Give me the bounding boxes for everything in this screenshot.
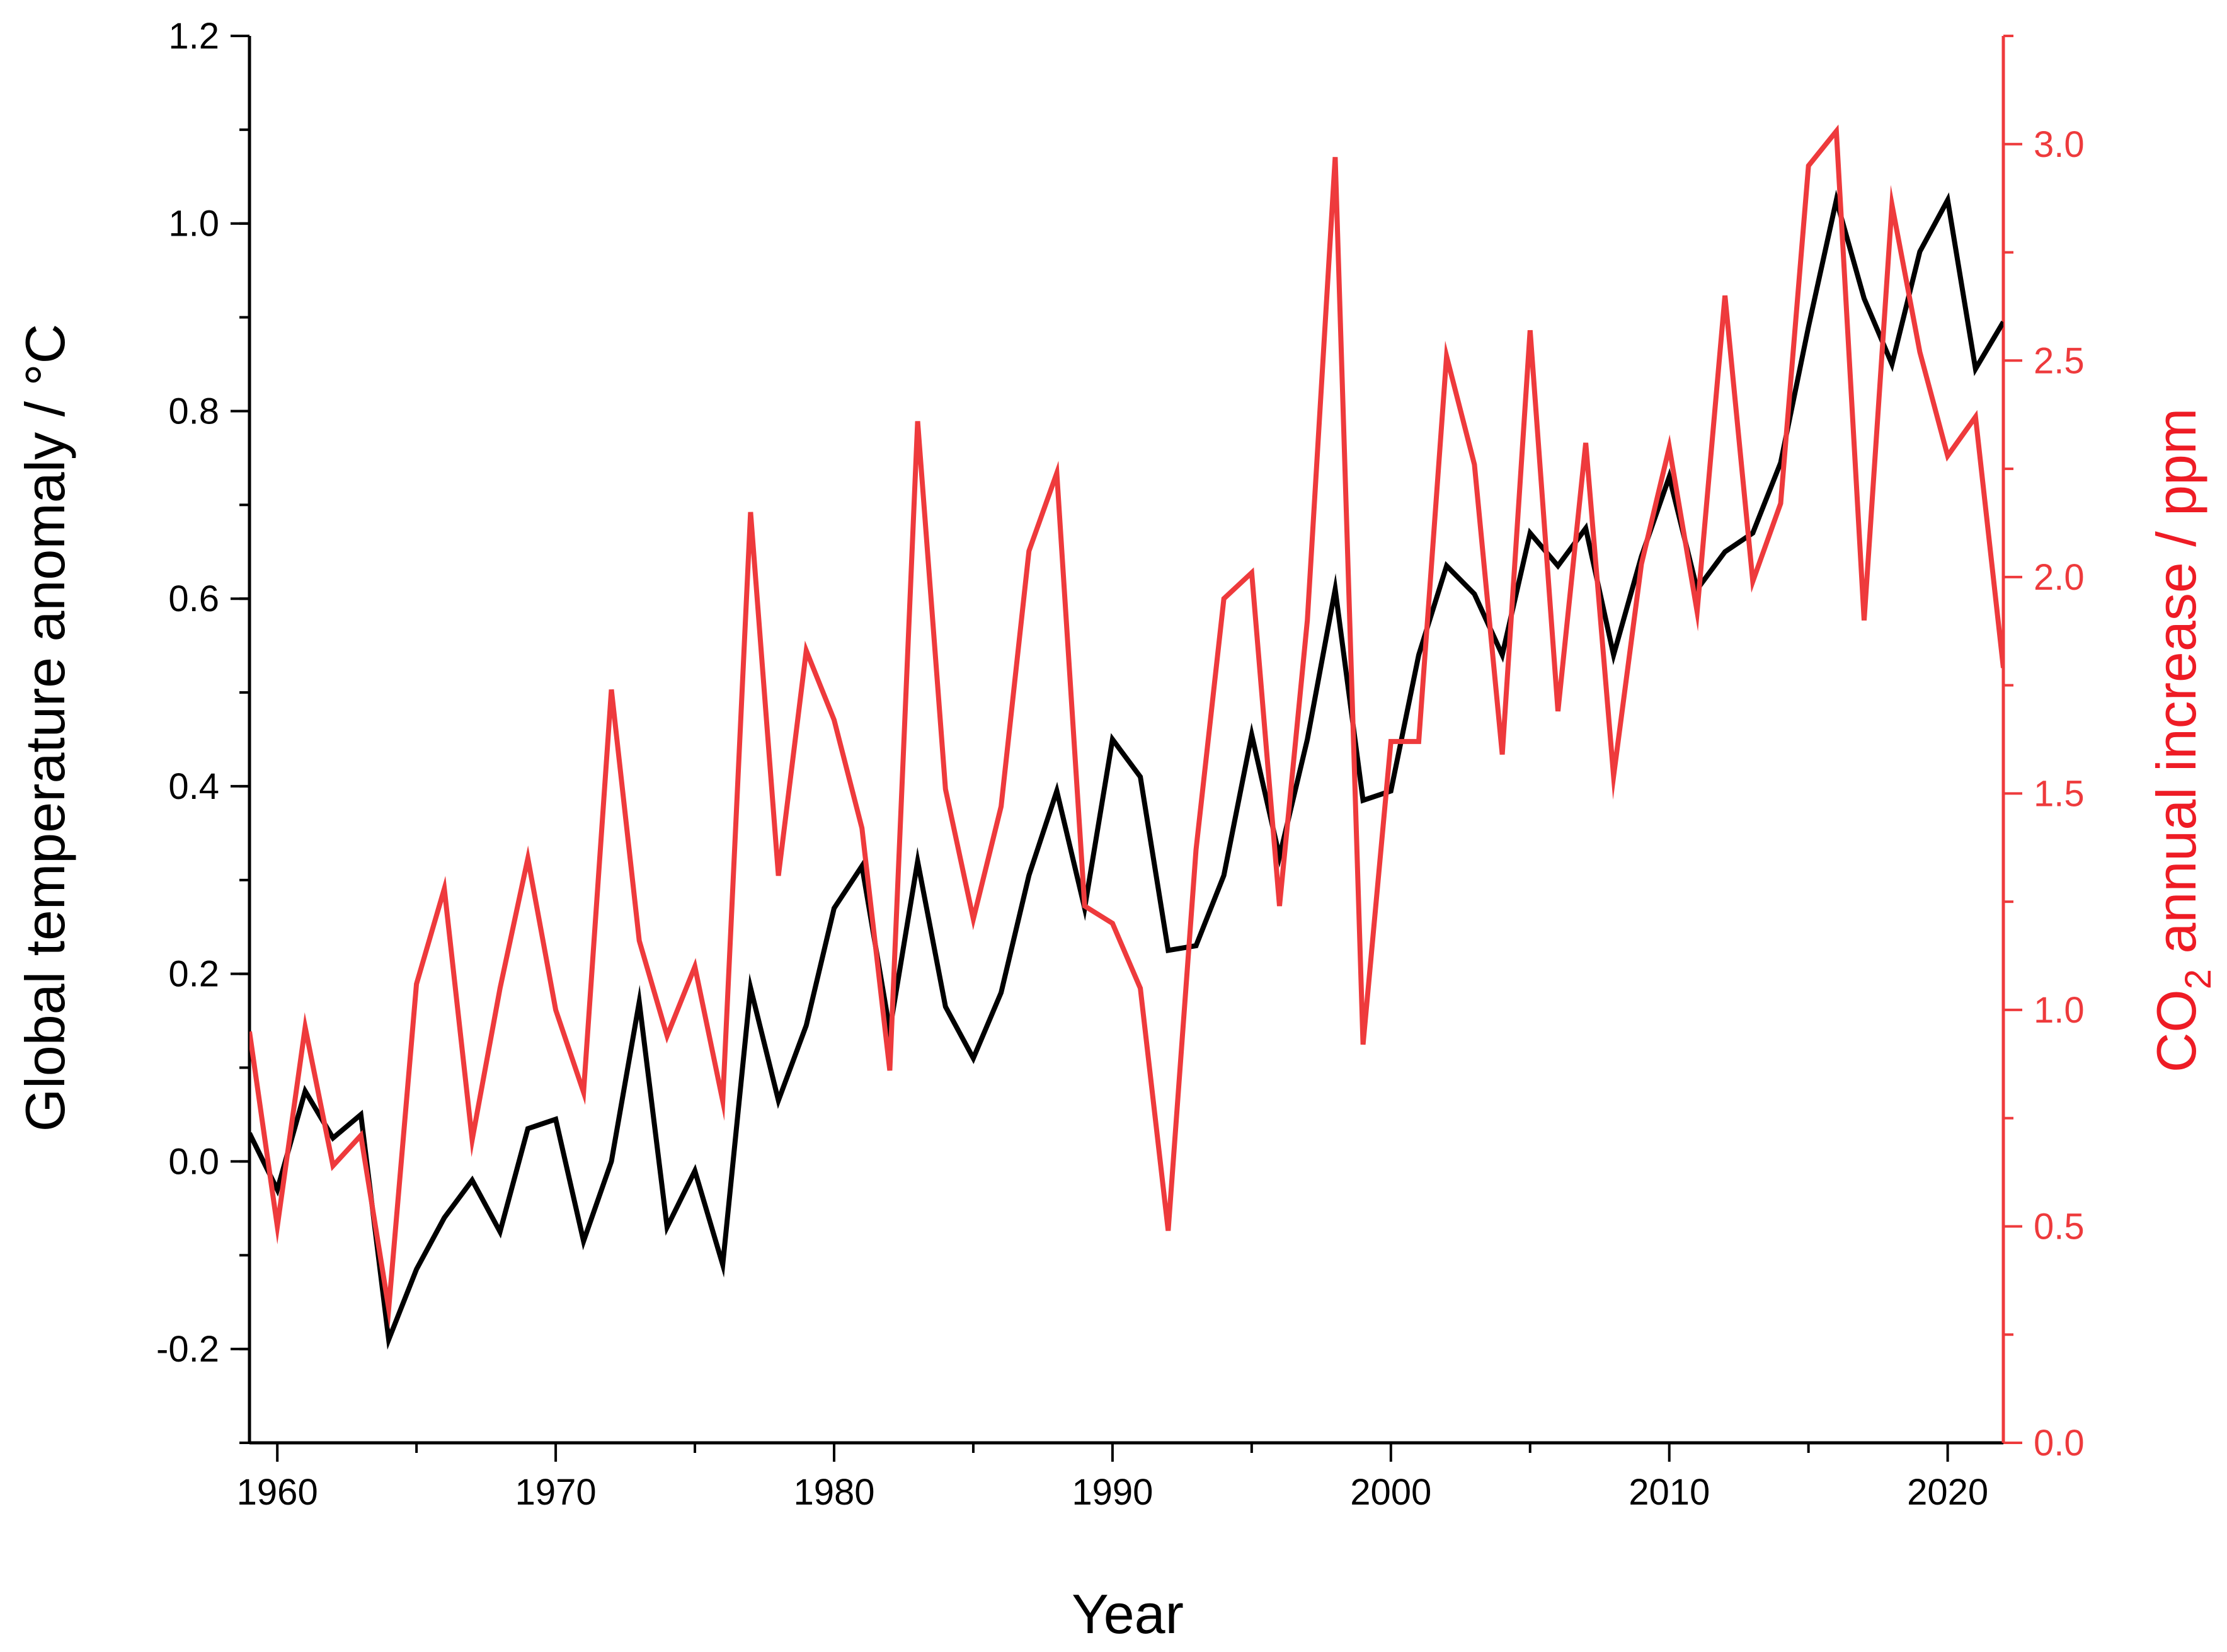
y-right-tick-label: 0.5 [2034,1206,2085,1247]
x-axis: 1960 1970 1980 1990 2000 2010 2020 [237,1443,1988,1513]
x-tick-label: 1980 [793,1472,874,1513]
y-right-tick-label: 2.5 [2034,340,2085,381]
y-right-axis-title: CO2 annual increase / ppm [2145,408,2219,1073]
y-right-tick-label: 2.0 [2034,557,2085,598]
series-line-temperature-anomaly [249,190,2003,1350]
series-layer [249,124,2003,1350]
y-left-tick-label: 0.6 [168,578,219,619]
y-left-axis-title: Global temperature anomaly / °C [14,324,76,1132]
y-right-tick-label: 0.0 [2034,1423,2085,1464]
y-right-title-subscript: 2 [2178,969,2219,989]
x-tick-label: 1970 [515,1472,597,1513]
x-tick-label: 2020 [1907,1472,1988,1513]
y-left-tick-label: 0.4 [168,766,219,807]
x-tick-label: 2000 [1350,1472,1431,1513]
y-right-tick-label: 3.0 [2034,124,2085,165]
y-left-tick-label: 1.0 [168,204,219,244]
x-tick-label: 1960 [237,1472,318,1513]
x-tick-label: 1990 [1072,1472,1153,1513]
y-left-tick-label: 1.2 [168,16,219,57]
y-right-tick-label: 1.0 [2034,990,2085,1031]
x-tick-label: 2010 [1629,1472,1710,1513]
y-right-title-prefix: CO [2145,989,2207,1072]
y-right-tick-label: 1.5 [2034,773,2085,814]
x-axis-title: Year [1072,1583,1184,1645]
plot-frame [248,36,2005,1445]
y-left-tick-label: 0.2 [168,954,219,995]
y-right-title-suffix: annual increase / ppm [2145,408,2207,969]
y-left-tick-label: -0.2 [156,1329,219,1370]
y-left-axis: -0.2 0.0 0.2 0.4 0.6 0.8 1.0 1.2 [156,16,249,1444]
y-right-axis: 0.0 0.5 1.0 1.5 2.0 2.5 3.0 [2003,35,2085,1464]
y-left-tick-label: 0.8 [168,391,219,432]
y-left-tick-label: 0.0 [168,1141,219,1182]
series-line-co2-increase [249,124,2003,1329]
